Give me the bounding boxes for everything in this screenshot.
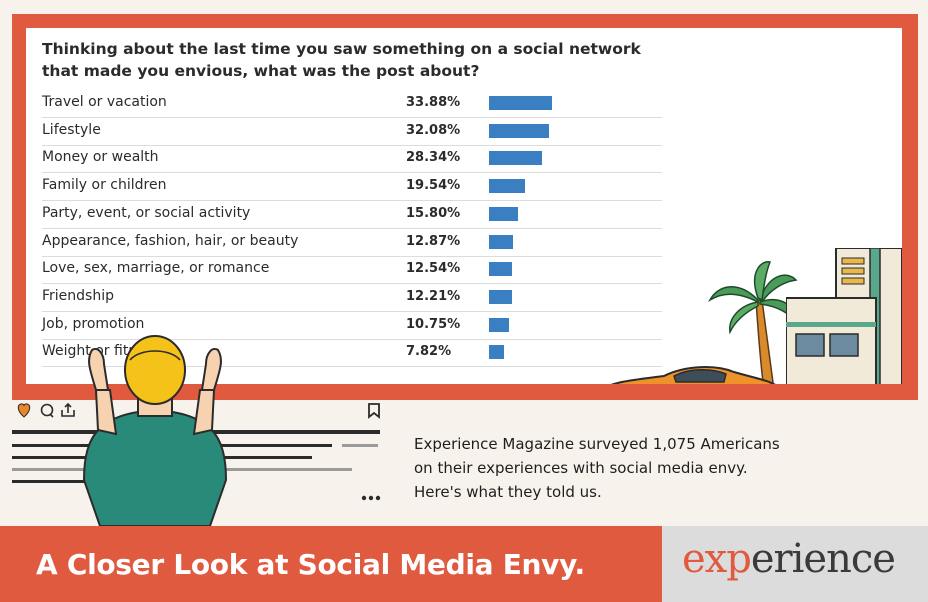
bar [489,206,519,221]
chart-row: Lifestyle 32.08% [42,118,662,146]
more-icon [361,495,381,501]
chart-row: Job, promotion 10.75% [42,312,662,340]
bar [489,151,542,166]
chart-panel: Thinking about the last time you saw som… [26,28,902,384]
value-label: 19.54% [406,178,461,194]
chart-row: Appearance, fashion, hair, or beauty 12.8… [42,229,662,257]
experience-logo[interactable]: experience [682,536,896,582]
category-label: Money or wealth [42,149,159,166]
bar [489,123,549,138]
bar [489,289,512,304]
chart-row: Family or children 19.54% [42,173,662,202]
chart-row: Money or wealth 28.34% [42,145,662,174]
value-label: 7.82% [406,344,452,360]
value-label: 33.88% [406,95,461,110]
value-label: 15.80% [406,205,461,221]
category-label: Party, event, or social activity [42,204,251,221]
bar [489,234,513,249]
footer-title: A Closer Look at Social Media Envy. [36,548,585,581]
category-label: Travel or vacation [42,94,167,110]
logo-part-2: erience [750,536,896,582]
survey-caption: Experience Magazine surveyed 1,075 Ameri… [414,435,780,501]
category-label: Friendship [42,287,114,304]
value-label: 12.54% [406,261,461,277]
man-illustration [82,335,228,526]
footer-banner: A Closer Look at Social Media Envy. [0,526,662,602]
chart-row: Travel or vacation 33.88% [42,90,662,118]
bookmark-icon [368,403,380,419]
logo-part-1: exp [682,536,752,582]
bar [489,96,553,110]
category-label: Appearance, fashion, hair, or beauty [42,232,299,249]
share-icon [61,402,75,417]
sports-car-illustration [610,366,776,384]
value-label: 12.87% [406,233,461,249]
category-label: Love, sex, marriage, or romance [42,260,270,277]
chart-row: Love, sex, marriage, or romance 12.54% [42,256,662,285]
category-label: Job, promotion [42,315,145,332]
value-label: 10.75% [406,316,461,332]
value-label: 28.34% [406,150,461,166]
comment-icon [40,403,54,418]
bar [489,317,509,332]
building-illustration [786,248,902,384]
value-label: 12.21% [406,288,461,304]
bar [489,262,513,277]
category-label: Lifestyle [42,121,101,138]
bar [489,345,504,360]
bar [489,179,526,194]
chart-title: Thinking about the last time you saw som… [42,40,641,80]
heart-icon [17,403,31,418]
footer-logo-area: experience [662,526,928,602]
chart-row: Friendship 12.21% [42,284,662,312]
category-label: Family or children [42,177,167,194]
value-label: 32.08% [406,122,461,138]
chart-row: Party, event, or social activity 15.80% [42,201,662,229]
